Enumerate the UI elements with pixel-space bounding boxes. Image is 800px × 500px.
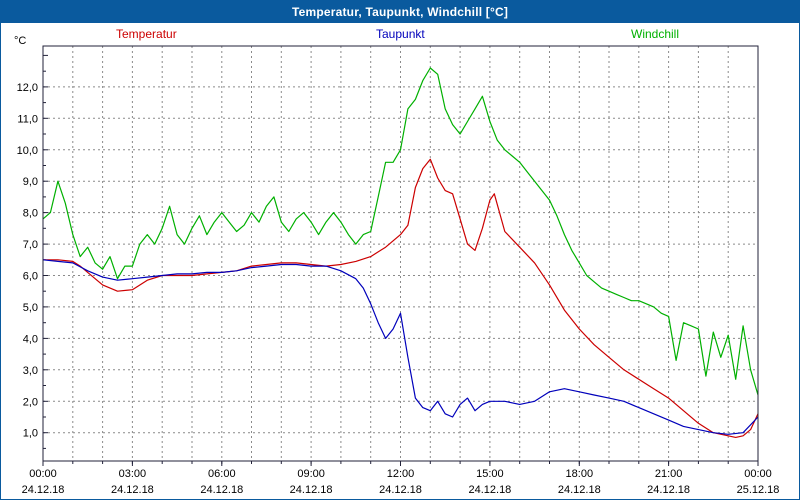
svg-text:00:00: 00:00 (744, 468, 772, 480)
legend-taupunkt-label: Taupunkt (376, 27, 425, 41)
svg-text:8,0: 8,0 (23, 208, 38, 220)
svg-text:24.12.18: 24.12.18 (22, 484, 65, 496)
svg-text:09:00: 09:00 (297, 468, 325, 480)
svg-text:00:00: 00:00 (29, 468, 57, 480)
svg-text:24.12.18: 24.12.18 (558, 484, 601, 496)
svg-text:25.12.18: 25.12.18 (737, 484, 780, 496)
svg-text:24.12.18: 24.12.18 (200, 484, 243, 496)
svg-text:24.12.18: 24.12.18 (468, 484, 511, 496)
svg-text:7,0: 7,0 (23, 239, 38, 251)
svg-text:21:00: 21:00 (655, 468, 683, 480)
svg-text:24.12.18: 24.12.18 (290, 484, 333, 496)
svg-text:12,0: 12,0 (17, 82, 38, 94)
svg-text:11,0: 11,0 (17, 113, 38, 125)
legend-windchill-label: Windchill (631, 27, 680, 41)
chart-title: Temperatur, Taupunkt, Windchill [°C] (291, 5, 509, 19)
svg-text:6,0: 6,0 (23, 271, 38, 283)
svg-text:24.12.18: 24.12.18 (379, 484, 422, 496)
svg-text:9,0: 9,0 (23, 176, 38, 188)
svg-text:06:00: 06:00 (208, 468, 236, 480)
svg-text:4,0: 4,0 (23, 333, 38, 345)
svg-text:12:00: 12:00 (387, 468, 415, 480)
svg-text:15:00: 15:00 (476, 468, 504, 480)
svg-text:18:00: 18:00 (566, 468, 594, 480)
svg-text:2,0: 2,0 (23, 396, 38, 408)
chart-plot-area: 1,0 2,0 3,0 4,0 5,0 6,0 7,0 8,0 9,0 10,0 11,0 12,0 0… (17, 45, 780, 496)
svg-text:24.12.18: 24.12.18 (647, 484, 690, 496)
svg-text:24.12.18: 24.12.18 (111, 484, 154, 496)
legend-temperatur-label: Temperatur (116, 27, 177, 41)
svg-text:10,0: 10,0 (17, 145, 38, 157)
svg-text:5,0: 5,0 (23, 302, 38, 314)
svg-text:3,0: 3,0 (23, 365, 38, 377)
title-bar: Temperatur, Taupunkt, Windchill [°C] (1, 1, 799, 23)
svg-text:03:00: 03:00 (119, 468, 147, 480)
svg-text:1,0: 1,0 (23, 428, 38, 440)
y-axis-unit-label: °C (14, 35, 27, 47)
